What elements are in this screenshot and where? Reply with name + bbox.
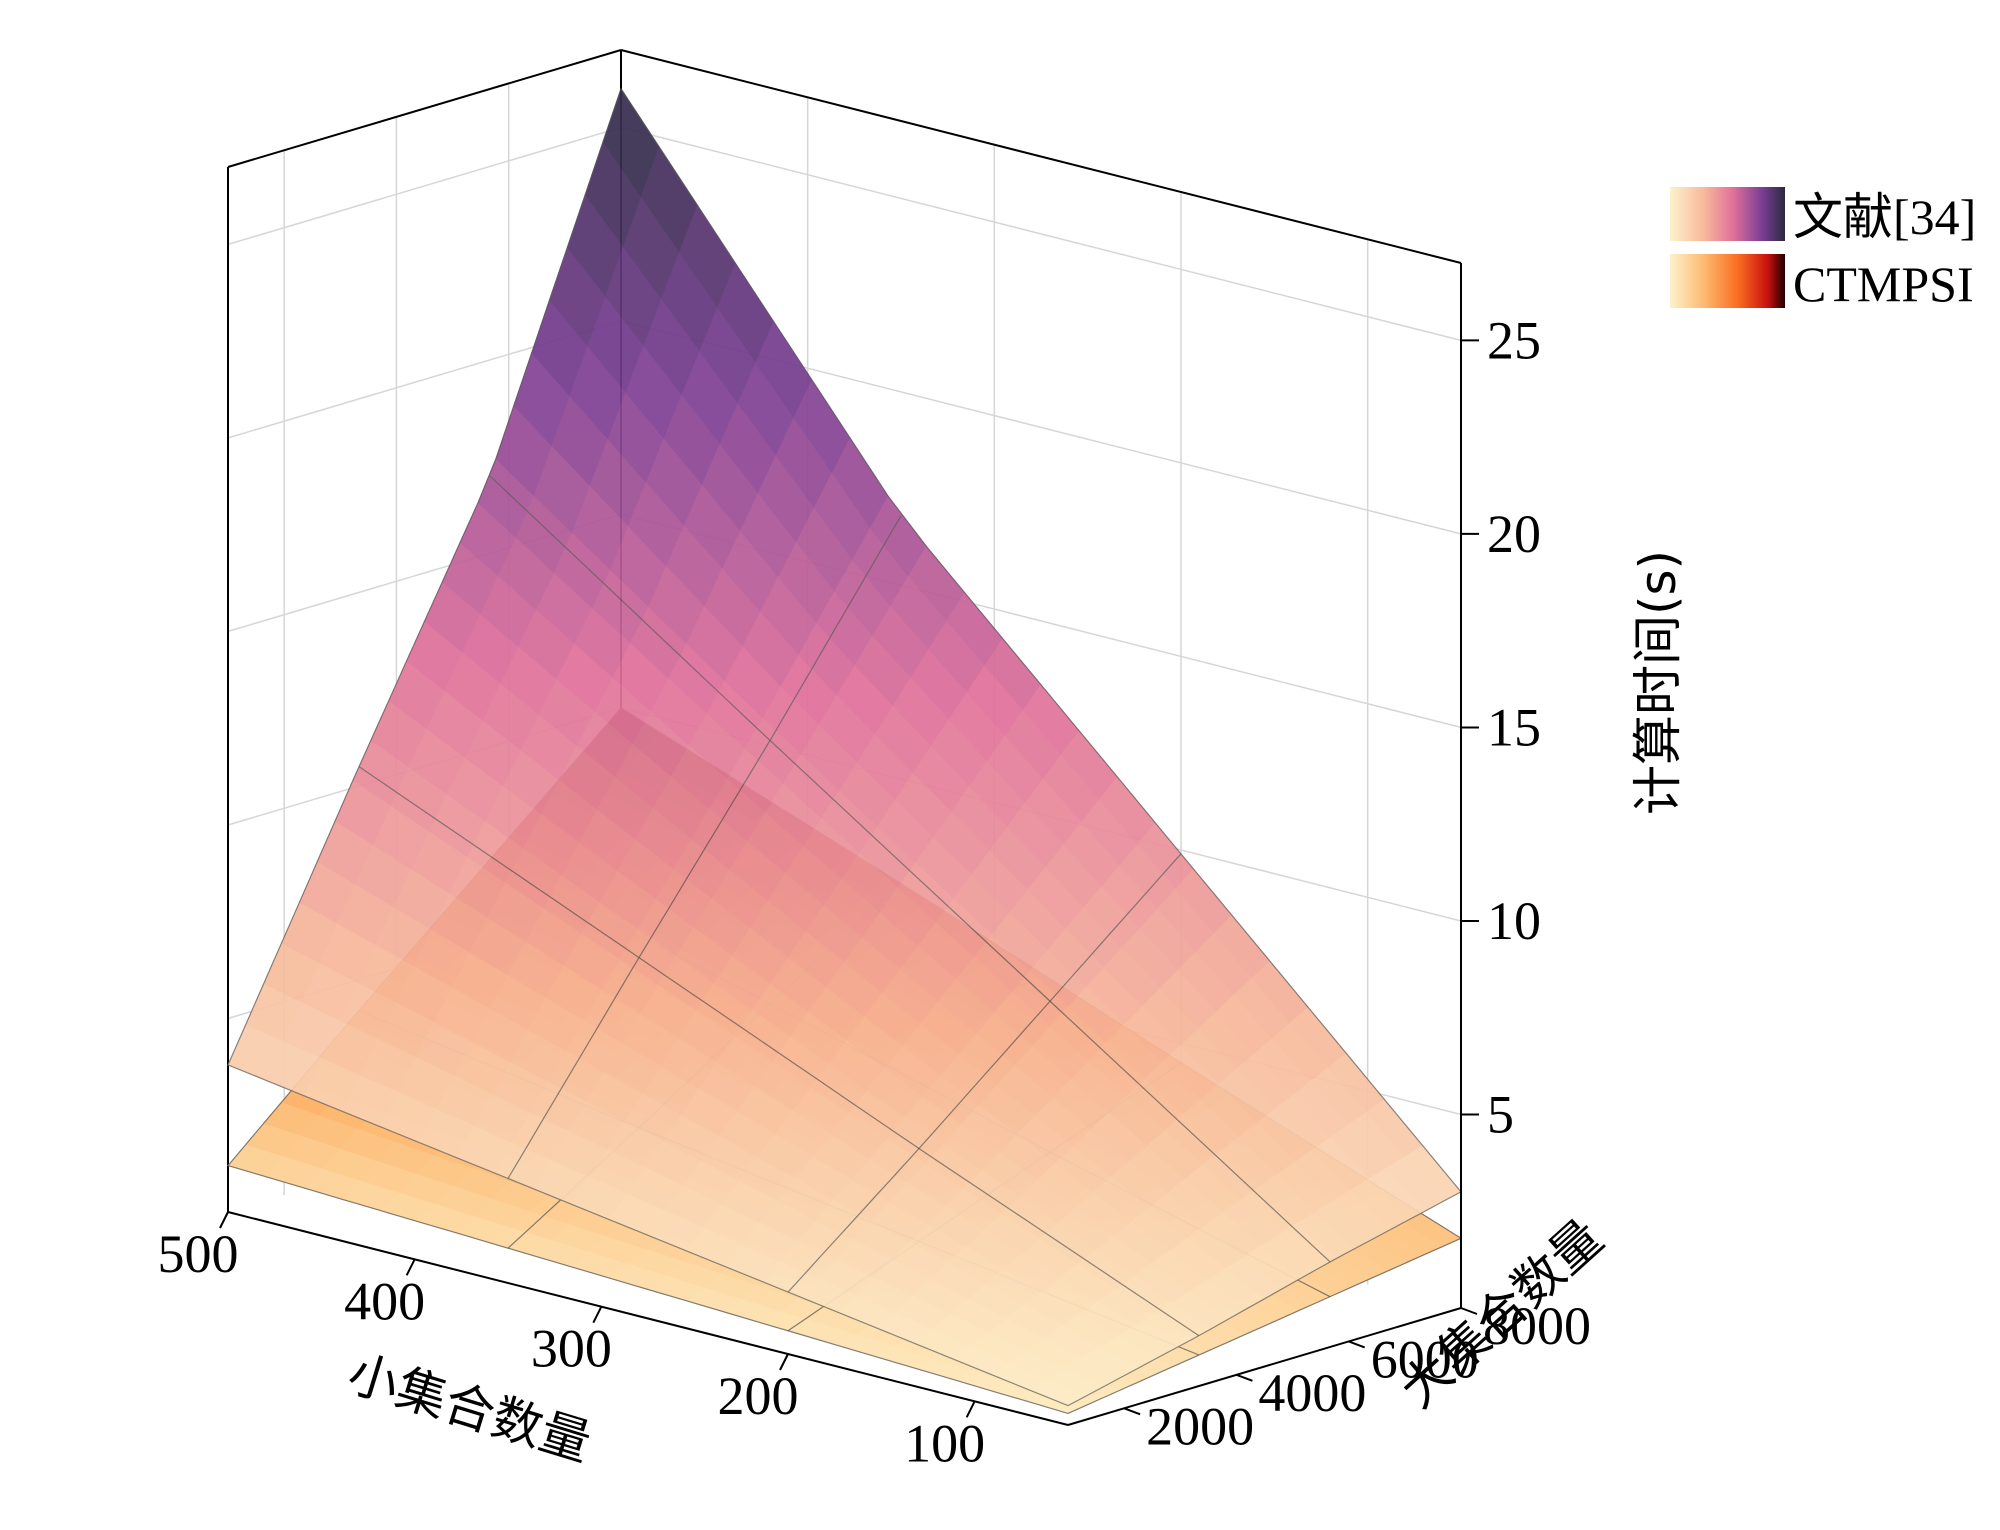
legend-swatch-ctmpsi [1670, 254, 1785, 308]
x-tick [219, 1211, 229, 1229]
mesh-line [358, 766, 1200, 1337]
legend-label-ctmpsi: CTMPSI [1793, 256, 1974, 312]
mesh-line [507, 515, 902, 1179]
mesh-line [620, 88, 1462, 1193]
legend: 文献[34] CTMPSI [1670, 187, 1976, 312]
mesh-line [1067, 1237, 1462, 1414]
surface-layer [227, 87, 1462, 1414]
z-tick-label: 25 [1487, 310, 1541, 370]
y-tick-label: 2000 [1146, 1396, 1254, 1456]
mesh-line [227, 1064, 1069, 1407]
x-tick-label: 300 [531, 1319, 612, 1379]
x-tick [592, 1306, 603, 1324]
y-tick-label: 8000 [1483, 1296, 1591, 1356]
y-tick [1460, 1307, 1478, 1315]
x-tick [965, 1400, 976, 1418]
x-tick [779, 1353, 789, 1371]
axis-edge [227, 49, 622, 168]
y-tick [1123, 1407, 1141, 1416]
mesh-line [489, 475, 1331, 1263]
surface-wenxian [227, 87, 1462, 1407]
legend-label-wenxian: 文献[34] [1793, 189, 1976, 245]
mesh-line [787, 853, 1182, 1293]
x-tick-label: 500 [158, 1224, 239, 1284]
y-tick [1236, 1373, 1253, 1382]
x-tick-label: 100 [904, 1413, 985, 1473]
axis-edge [227, 1211, 1069, 1426]
mesh-line [227, 1165, 1069, 1414]
axis-edge [620, 49, 1462, 264]
z-axis-title: 计算时间(s) [1629, 550, 1687, 815]
z-tick-label: 20 [1487, 504, 1541, 564]
mesh-line [1067, 1191, 1462, 1407]
x-tick-label: 200 [718, 1366, 799, 1426]
axis-edge [1067, 1307, 1462, 1426]
y-tick [1348, 1340, 1366, 1349]
z-tick-label: 10 [1487, 891, 1541, 951]
legend-swatch-wenxian [1670, 187, 1785, 241]
x-tick-label: 400 [344, 1271, 425, 1331]
mesh-line [227, 88, 622, 1066]
z-tick-label: 15 [1487, 697, 1541, 757]
y-tick-label: 4000 [1258, 1363, 1366, 1423]
z-tick-label: 5 [1487, 1084, 1514, 1144]
y-tick-label: 6000 [1371, 1329, 1479, 1389]
x-tick [405, 1258, 416, 1276]
